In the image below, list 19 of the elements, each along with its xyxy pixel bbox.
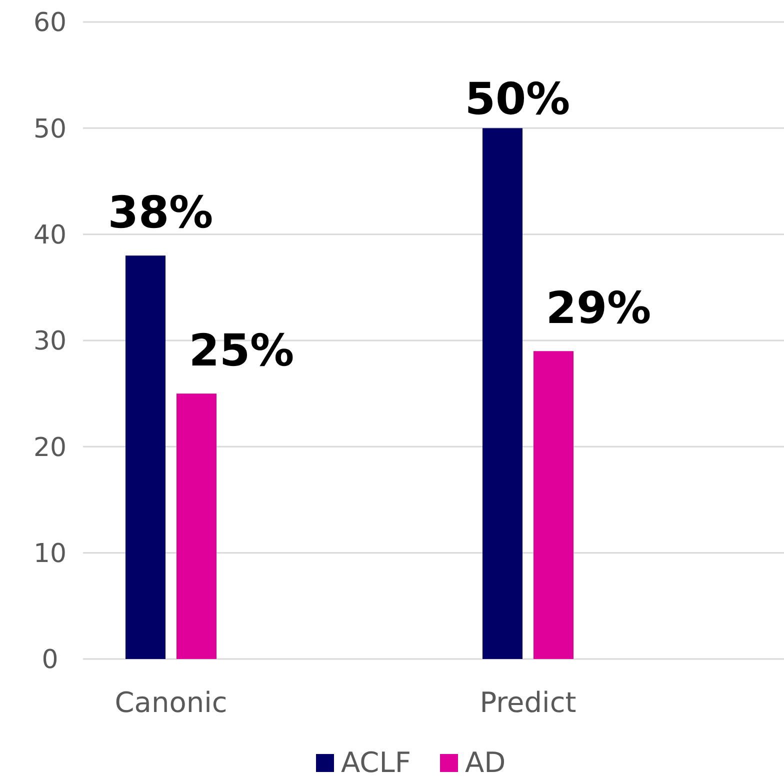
- y-tick-label: 10: [33, 538, 67, 569]
- bar: [176, 394, 216, 659]
- bar: [534, 351, 574, 659]
- y-tick-label: 20: [33, 432, 67, 463]
- y-tick-label: 40: [33, 220, 67, 250]
- data-label: 25%: [188, 326, 294, 377]
- legend-label: AD: [465, 746, 506, 778]
- legend-label: ACLF: [341, 746, 411, 778]
- data-label: 38%: [108, 188, 214, 239]
- bar: [126, 256, 166, 659]
- data-label: 29%: [546, 283, 652, 334]
- y-tick-label: 50: [33, 114, 67, 144]
- bar: [482, 128, 522, 659]
- x-tick-label: Predict: [480, 686, 576, 719]
- y-tick-label: 0: [42, 645, 58, 676]
- y-tick-label: 30: [33, 326, 67, 357]
- x-tick-label: Canonic: [114, 686, 228, 719]
- data-label: 50%: [464, 74, 570, 126]
- y-tick-label: 60: [33, 8, 67, 38]
